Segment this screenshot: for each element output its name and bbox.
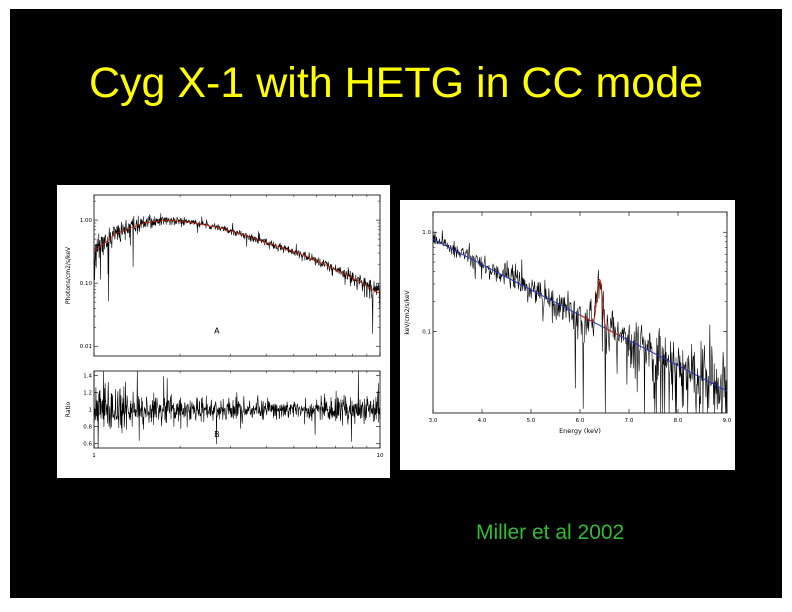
fe-k-line-chart: 3.0 4.0 5.0 6.0 7.0 8.0 9.0 1.0 0.1 keV/cm2/s/keV…	[404, 211, 732, 435]
y-tick-label: 1.0	[422, 230, 431, 236]
panel-label: A	[214, 326, 220, 335]
x-tick-label: 9.0	[723, 418, 732, 424]
series-model	[93, 219, 381, 295]
series-gaussian-fit	[579, 278, 620, 336]
x-tick-label: 1	[92, 453, 96, 459]
y-tick-label: 0.6	[83, 442, 92, 448]
y-tick-label: 0.10	[80, 281, 93, 287]
y-tick-label: 0.1	[422, 329, 431, 335]
y-tick-label: 0.01	[80, 344, 92, 350]
x-tick-label: 3.0	[429, 418, 438, 424]
y-axis-label: keV/cm2/s/keV	[404, 289, 411, 334]
series-data	[93, 213, 381, 334]
x-tick-label: 8.0	[674, 418, 683, 424]
x-tick-label: 4.0	[478, 418, 487, 424]
series-data	[432, 230, 728, 414]
slide-title: Cyg X-1 with HETG in CC mode	[88, 59, 704, 107]
plot-frame	[93, 194, 381, 357]
x-axis-label: Energy (keV)	[559, 427, 601, 435]
slide-background: Cyg X-1 with HETG in CC mode 1.00 0.10 0.0…	[10, 9, 782, 598]
figure-hetg-spectrum: 1.00 0.10 0.01 Photons/cm2/s/keV A 1 10 1.4 1.2 1…	[57, 185, 390, 478]
x-tick-label: 10	[377, 453, 384, 459]
y-axis-label: Ratio	[65, 401, 72, 417]
y-tick-label: 1.2	[83, 390, 92, 396]
y-axis-label: Photons/cm2/s/keV	[65, 246, 72, 304]
x-tick-label: 6.0	[576, 418, 585, 424]
citation: Miller et al 2002	[476, 521, 625, 544]
y-tick-label: 1.00	[80, 218, 93, 224]
figure-fe-k-line: 3.0 4.0 5.0 6.0 7.0 8.0 9.0 1.0 0.1 keV/cm2/s/keV…	[400, 200, 735, 470]
y-tick-label: 0.8	[83, 425, 92, 431]
x-tick-label: 5.0	[527, 418, 536, 424]
series-ratio	[93, 370, 381, 449]
y-tick-label: 1.4	[83, 373, 92, 379]
y-tick-label: 1	[89, 408, 93, 414]
x-tick-label: 7.0	[625, 418, 634, 424]
hetg-spectrum-chart: 1.00 0.10 0.01 Photons/cm2/s/keV A 1 10 1.4 1.2 1…	[65, 194, 384, 459]
